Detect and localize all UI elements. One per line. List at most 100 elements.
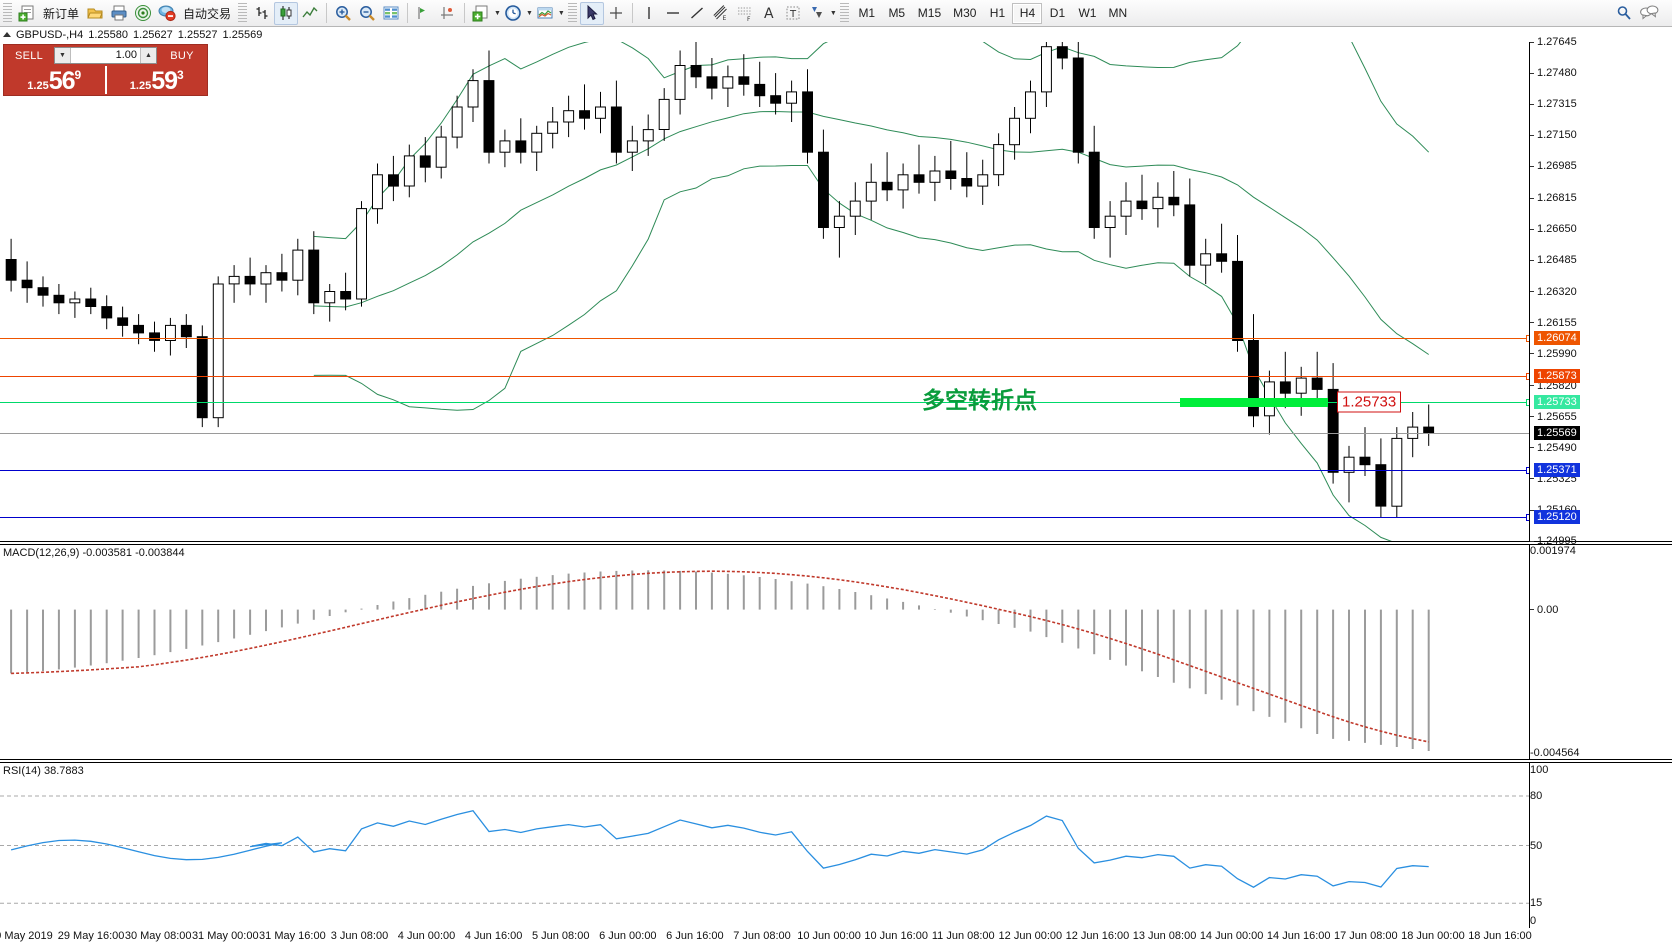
collapse-triangle-icon[interactable] bbox=[3, 32, 11, 37]
price-level-tag-resistance-upper[interactable]: 1.26074 bbox=[1534, 330, 1580, 345]
buy-button[interactable]: BUY bbox=[159, 47, 205, 64]
period-separator-icon[interactable] bbox=[412, 2, 436, 25]
price-level-tag-support-lower[interactable]: 1.25120 bbox=[1534, 510, 1580, 525]
price-plot[interactable]: 多空转折点 1.25733 bbox=[0, 42, 1529, 541]
equidistant-channel-icon[interactable]: E bbox=[709, 2, 733, 25]
timeframe-h1[interactable]: H1 bbox=[989, 6, 1006, 20]
toolbar-grip[interactable] bbox=[3, 2, 12, 24]
level-line-handle[interactable] bbox=[1526, 372, 1529, 380]
pivot-highlight-bar[interactable] bbox=[1180, 398, 1328, 408]
time-tick: 10 Jun 16:00 bbox=[864, 930, 928, 942]
zoom-in-icon[interactable] bbox=[331, 2, 355, 25]
level-line-handle[interactable] bbox=[1526, 514, 1529, 522]
volume-decrease-icon[interactable]: ▼ bbox=[55, 48, 71, 63]
price-tick: 1.26815 bbox=[1530, 192, 1577, 204]
chart-type-grip[interactable] bbox=[238, 2, 248, 24]
folder-icon[interactable] bbox=[83, 2, 107, 25]
search-icon[interactable] bbox=[1612, 2, 1636, 25]
indicators-dropdown-icon[interactable]: ▼ bbox=[557, 9, 565, 17]
fibonacci-icon[interactable]: F bbox=[733, 2, 757, 25]
price-level-tag-support-upper[interactable]: 1.25371 bbox=[1534, 463, 1580, 478]
rsi-label: RSI(14) 38.7883 bbox=[3, 765, 84, 777]
buy-price-big: 59 bbox=[151, 67, 178, 95]
cursor-icon[interactable] bbox=[579, 1, 604, 25]
level-line-current-price[interactable] bbox=[0, 432, 1529, 434]
time-tick: 30 May 08:00 bbox=[124, 930, 192, 942]
timeframe-m30[interactable]: M30 bbox=[953, 6, 977, 20]
timeframe-d1[interactable]: D1 bbox=[1049, 6, 1066, 20]
candlestick-icon[interactable] bbox=[274, 1, 299, 25]
clock-icon[interactable] bbox=[501, 2, 525, 25]
autotrading-icon[interactable] bbox=[155, 2, 179, 25]
vline-icon[interactable] bbox=[637, 2, 661, 25]
level-line-handle[interactable] bbox=[1526, 467, 1529, 475]
time-tick: 14 Jun 16:00 bbox=[1266, 930, 1331, 942]
chart-area[interactable]: 多空转折点 1.25733 1.27645 1.27480 1.27315 1.2715… bbox=[0, 36, 1672, 928]
level-line-pivot-green[interactable] bbox=[0, 399, 1529, 407]
volume-increase-icon[interactable]: ▲ bbox=[140, 48, 156, 63]
level-line-resistance-lower[interactable] bbox=[0, 372, 1529, 380]
price-level-tag-resistance-lower[interactable]: 1.25873 bbox=[1534, 368, 1580, 383]
bar-chart-icon[interactable] bbox=[250, 2, 274, 25]
timeframe-m1[interactable]: M1 bbox=[858, 6, 876, 20]
new-order-label[interactable]: 新订单 bbox=[43, 6, 80, 21]
svg-text:E: E bbox=[722, 15, 726, 22]
hline-icon[interactable] bbox=[661, 2, 685, 25]
data-window-icon[interactable] bbox=[379, 2, 403, 25]
price-callout-box[interactable]: 1.25733 bbox=[1337, 391, 1402, 413]
quote-open: 1.25580 bbox=[88, 28, 129, 41]
price-tick: 1.26985 bbox=[1530, 160, 1577, 172]
timeframe-m5[interactable]: M5 bbox=[888, 6, 906, 20]
timeframe-mn[interactable]: MN bbox=[1108, 6, 1128, 20]
autotrading-label[interactable]: 自动交易 bbox=[183, 6, 232, 21]
volume-stepper[interactable]: ▼ 1.00 ▲ bbox=[54, 47, 157, 64]
indicators-icon[interactable] bbox=[533, 2, 557, 25]
volume-value[interactable]: 1.00 bbox=[115, 49, 137, 61]
buy-price[interactable]: 1.25 59 3 bbox=[104, 66, 208, 95]
new-order-icon[interactable] bbox=[15, 2, 39, 25]
shapes-dropdown-icon[interactable]: ▼ bbox=[829, 9, 837, 17]
time-tick: 14 Jun 00:00 bbox=[1199, 930, 1264, 942]
chart-annotation-text[interactable]: 多空转折点 bbox=[922, 388, 1037, 415]
level-line-handle[interactable] bbox=[1526, 399, 1529, 407]
time-tick: 9 May 2019 bbox=[0, 930, 53, 942]
toolbar-separator-3 bbox=[464, 3, 466, 23]
price-pane[interactable]: 多空转折点 1.25733 1.27645 1.27480 1.27315 1.2715… bbox=[0, 36, 1672, 547]
timeframe-grip[interactable] bbox=[839, 2, 849, 24]
grid-icon[interactable] bbox=[436, 2, 460, 25]
printer-icon[interactable] bbox=[107, 2, 131, 25]
one-click-trading-panel[interactable]: SELL ▼ 1.00 ▲ BUY 1.25 56 9 1.25 59 3 bbox=[3, 44, 208, 96]
shapes-icon[interactable] bbox=[805, 2, 829, 25]
time-tick: 13 Jun 08:00 bbox=[1132, 930, 1197, 942]
price-level-tag-current-price[interactable]: 1.25569 bbox=[1534, 425, 1580, 440]
rsi-pane[interactable]: RSI(14) 38.7883 100 80 50 15 0 bbox=[0, 762, 1672, 928]
chat-icon[interactable] bbox=[1636, 2, 1662, 25]
drawing-tools-grip[interactable] bbox=[567, 2, 577, 24]
svg-text:T: T bbox=[789, 9, 797, 20]
new-chart-icon[interactable] bbox=[469, 2, 493, 25]
level-line-support-upper[interactable] bbox=[0, 467, 1529, 475]
level-line-handle[interactable] bbox=[1526, 334, 1529, 342]
macd-pane[interactable]: MACD(12,26,9) -0.003581 -0.003844 0.0019… bbox=[0, 544, 1672, 760]
line-chart-icon[interactable] bbox=[298, 2, 322, 25]
label-icon[interactable]: T bbox=[781, 2, 805, 25]
timeframe-m15[interactable]: M15 bbox=[917, 6, 942, 20]
trendline-icon[interactable] bbox=[685, 2, 709, 25]
price-axis[interactable]: 1.27645 1.27480 1.27315 1.27150 1.26985 1.268… bbox=[1529, 36, 1672, 547]
rsi-plot[interactable] bbox=[0, 763, 1529, 928]
clock-dropdown-icon[interactable]: ▼ bbox=[525, 9, 533, 17]
signals-icon[interactable] bbox=[131, 2, 155, 25]
sell-button[interactable]: SELL bbox=[6, 47, 52, 64]
level-line-resistance-upper[interactable] bbox=[0, 334, 1529, 342]
level-line-support-lower[interactable] bbox=[0, 514, 1529, 522]
zoom-out-icon[interactable] bbox=[355, 2, 379, 25]
text-icon[interactable]: A bbox=[757, 2, 781, 25]
macd-plot[interactable] bbox=[0, 545, 1529, 759]
sell-price[interactable]: 1.25 56 9 bbox=[4, 66, 105, 94]
sell-price-sup: 9 bbox=[74, 68, 82, 82]
price-level-tag-pivot-green[interactable]: 1.25733 bbox=[1534, 395, 1580, 410]
crosshair-icon[interactable] bbox=[604, 2, 628, 25]
timeframe-h4[interactable]: H4 bbox=[1012, 2, 1043, 24]
timeframe-w1[interactable]: W1 bbox=[1078, 6, 1097, 20]
new-chart-dropdown-icon[interactable]: ▼ bbox=[494, 9, 501, 17]
